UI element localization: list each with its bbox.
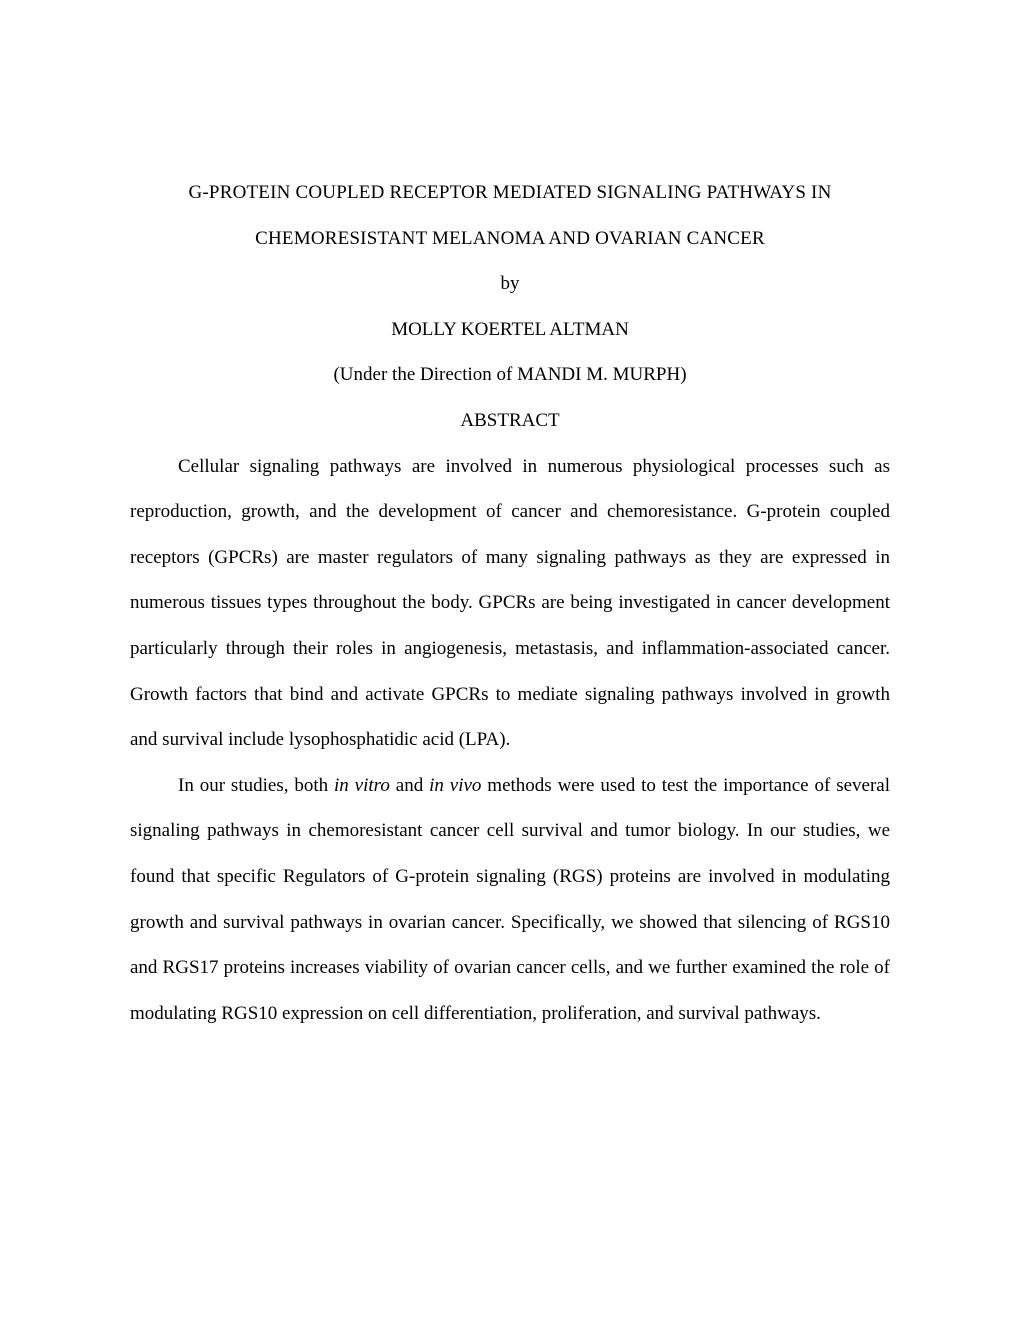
abstract-heading: ABSTRACT (130, 398, 890, 444)
p2-italic-2: in vivo (429, 775, 481, 796)
author-name: MOLLY KOERTEL ALTMAN (130, 307, 890, 353)
title-line-2: CHEMORESISTANT MELANOMA AND OVARIAN CANC… (130, 216, 890, 262)
direction-line: (Under the Direction of MANDI M. MURPH) (130, 352, 890, 398)
p2-mid-1: and (390, 775, 429, 796)
p2-prefix: In our studies, both (178, 775, 334, 796)
abstract-paragraph-2: In our studies, both in vitro and in viv… (130, 763, 890, 1037)
p2-suffix: methods were used to test the importance… (130, 775, 890, 1024)
p2-italic-1: in vitro (334, 775, 390, 796)
abstract-paragraph-1: Cellular signaling pathways are involved… (130, 444, 890, 763)
title-line-1: G-PROTEIN COUPLED RECEPTOR MEDIATED SIGN… (130, 170, 890, 216)
by-line: by (130, 261, 890, 307)
